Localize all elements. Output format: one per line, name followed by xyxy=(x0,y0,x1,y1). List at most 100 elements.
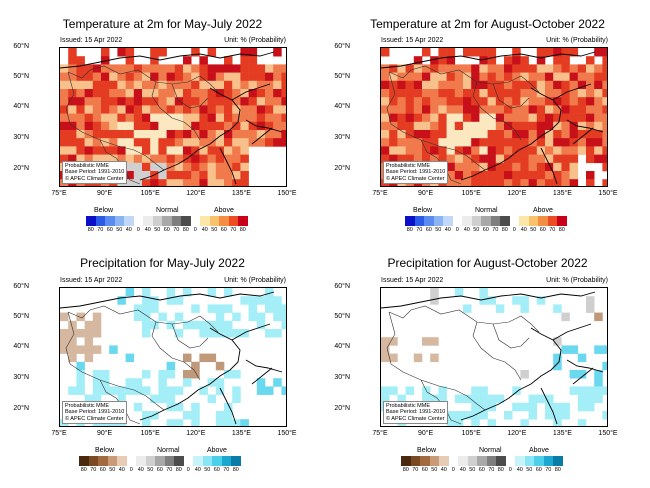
forecast-cell xyxy=(504,162,513,172)
forecast-cell xyxy=(471,138,480,147)
forecast-cell xyxy=(422,394,431,404)
forecast-cell xyxy=(553,48,562,57)
forecast-cell xyxy=(545,402,554,412)
forecast-cell xyxy=(389,130,398,139)
forecast-cell xyxy=(240,97,249,106)
legend-tick: 40 xyxy=(459,467,466,473)
forecast-cell xyxy=(273,64,282,73)
unit-label: Unit: % (Probability) xyxy=(224,37,286,44)
forecast-cell xyxy=(133,105,143,114)
forecast-cell xyxy=(553,113,562,123)
forecast-cell xyxy=(479,162,488,172)
forecast-cell xyxy=(265,89,274,98)
forecast-cell xyxy=(207,353,217,363)
forecast-cell xyxy=(545,89,554,98)
forecast-cell xyxy=(142,72,151,82)
forecast-cell xyxy=(60,312,69,322)
legend-tick: 40 xyxy=(144,227,151,233)
forecast-cell xyxy=(430,72,439,82)
forecast-cell xyxy=(471,419,480,426)
forecast-cell xyxy=(265,296,274,305)
forecast-cell xyxy=(256,138,266,147)
forecast-cell xyxy=(207,72,217,82)
forecast-cell xyxy=(92,378,102,387)
forecast-cell xyxy=(117,89,126,98)
forecast-cell xyxy=(207,394,217,404)
forecast-cell xyxy=(166,130,176,139)
info-line: Probabilistic MME xyxy=(386,402,431,409)
legend-swatch xyxy=(190,216,200,226)
forecast-cell xyxy=(84,97,94,106)
forecast-cell xyxy=(281,121,286,131)
legend-swatch xyxy=(433,216,443,226)
forecast-cell xyxy=(142,89,151,98)
forecast-cell xyxy=(68,329,77,338)
forecast-cell xyxy=(215,130,225,139)
forecast-cell xyxy=(68,130,77,139)
forecast-cell xyxy=(545,121,554,131)
forecast-cell xyxy=(101,72,110,82)
forecast-cell xyxy=(586,154,595,164)
forecast-cell xyxy=(125,171,135,180)
forecast-cell xyxy=(215,304,225,313)
forecast-cell xyxy=(479,386,488,395)
forecast-cell xyxy=(224,64,233,73)
legend-below: Below xyxy=(417,447,437,454)
forecast-cell xyxy=(577,72,587,82)
forecast-cell xyxy=(183,288,192,297)
forecast-cell xyxy=(594,80,603,90)
forecast-cell xyxy=(536,162,546,172)
forecast-cell xyxy=(471,146,480,155)
lon-label: 120°E xyxy=(507,190,527,197)
forecast-cell xyxy=(479,154,488,164)
issued-date: Issued: 15 Apr 2022 xyxy=(60,37,123,44)
forecast-cell xyxy=(232,419,241,426)
lon-label: 120°E xyxy=(186,430,206,437)
forecast-cell xyxy=(60,113,69,123)
legend-tick: 70 xyxy=(223,467,230,473)
forecast-cell xyxy=(207,154,217,164)
forecast-cell xyxy=(422,130,431,139)
legend-tick: 70 xyxy=(412,467,419,473)
forecast-cell xyxy=(413,105,423,114)
forecast-cell xyxy=(487,138,497,147)
forecast-cell xyxy=(183,97,192,106)
forecast-cell xyxy=(561,56,570,65)
forecast-cell xyxy=(405,80,415,90)
legend-tick: 50 xyxy=(147,467,154,473)
forecast-cell xyxy=(158,138,167,147)
forecast-cell xyxy=(520,130,529,139)
forecast-cell xyxy=(446,97,456,106)
legend-tick: 60 xyxy=(425,227,432,233)
lat-label: 40°N xyxy=(13,103,29,110)
forecast-cell xyxy=(166,288,176,297)
forecast-cell xyxy=(68,113,77,123)
forecast-cell xyxy=(446,48,456,57)
forecast-cell xyxy=(60,337,69,346)
info-line: © APEC Climate Center xyxy=(65,415,124,422)
forecast-cell xyxy=(101,48,110,57)
forecast-cell xyxy=(438,121,447,131)
forecast-cell xyxy=(536,56,546,65)
forecast-cell xyxy=(454,179,464,186)
legend-swatch xyxy=(105,216,115,226)
lat-label: 50°N xyxy=(13,73,29,80)
legend-swatch xyxy=(174,456,184,466)
forecast-cell xyxy=(215,89,225,98)
legend-tick: 50 xyxy=(469,467,476,473)
forecast-cell xyxy=(553,171,562,180)
forecast-cell xyxy=(158,370,167,379)
forecast-cell xyxy=(256,320,266,330)
forecast-cell xyxy=(397,154,406,164)
forecast-cell xyxy=(256,312,266,322)
unit-label: Unit: % (Probability) xyxy=(546,37,608,44)
forecast-cell xyxy=(101,121,110,131)
forecast-cell xyxy=(281,72,286,82)
lat-label: 20°N xyxy=(13,165,29,172)
forecast-cell xyxy=(84,146,94,155)
forecast-cell xyxy=(553,353,562,363)
forecast-cell xyxy=(446,64,456,73)
forecast-cell xyxy=(265,138,274,147)
forecast-cell xyxy=(471,154,480,164)
forecast-cell xyxy=(76,113,85,123)
